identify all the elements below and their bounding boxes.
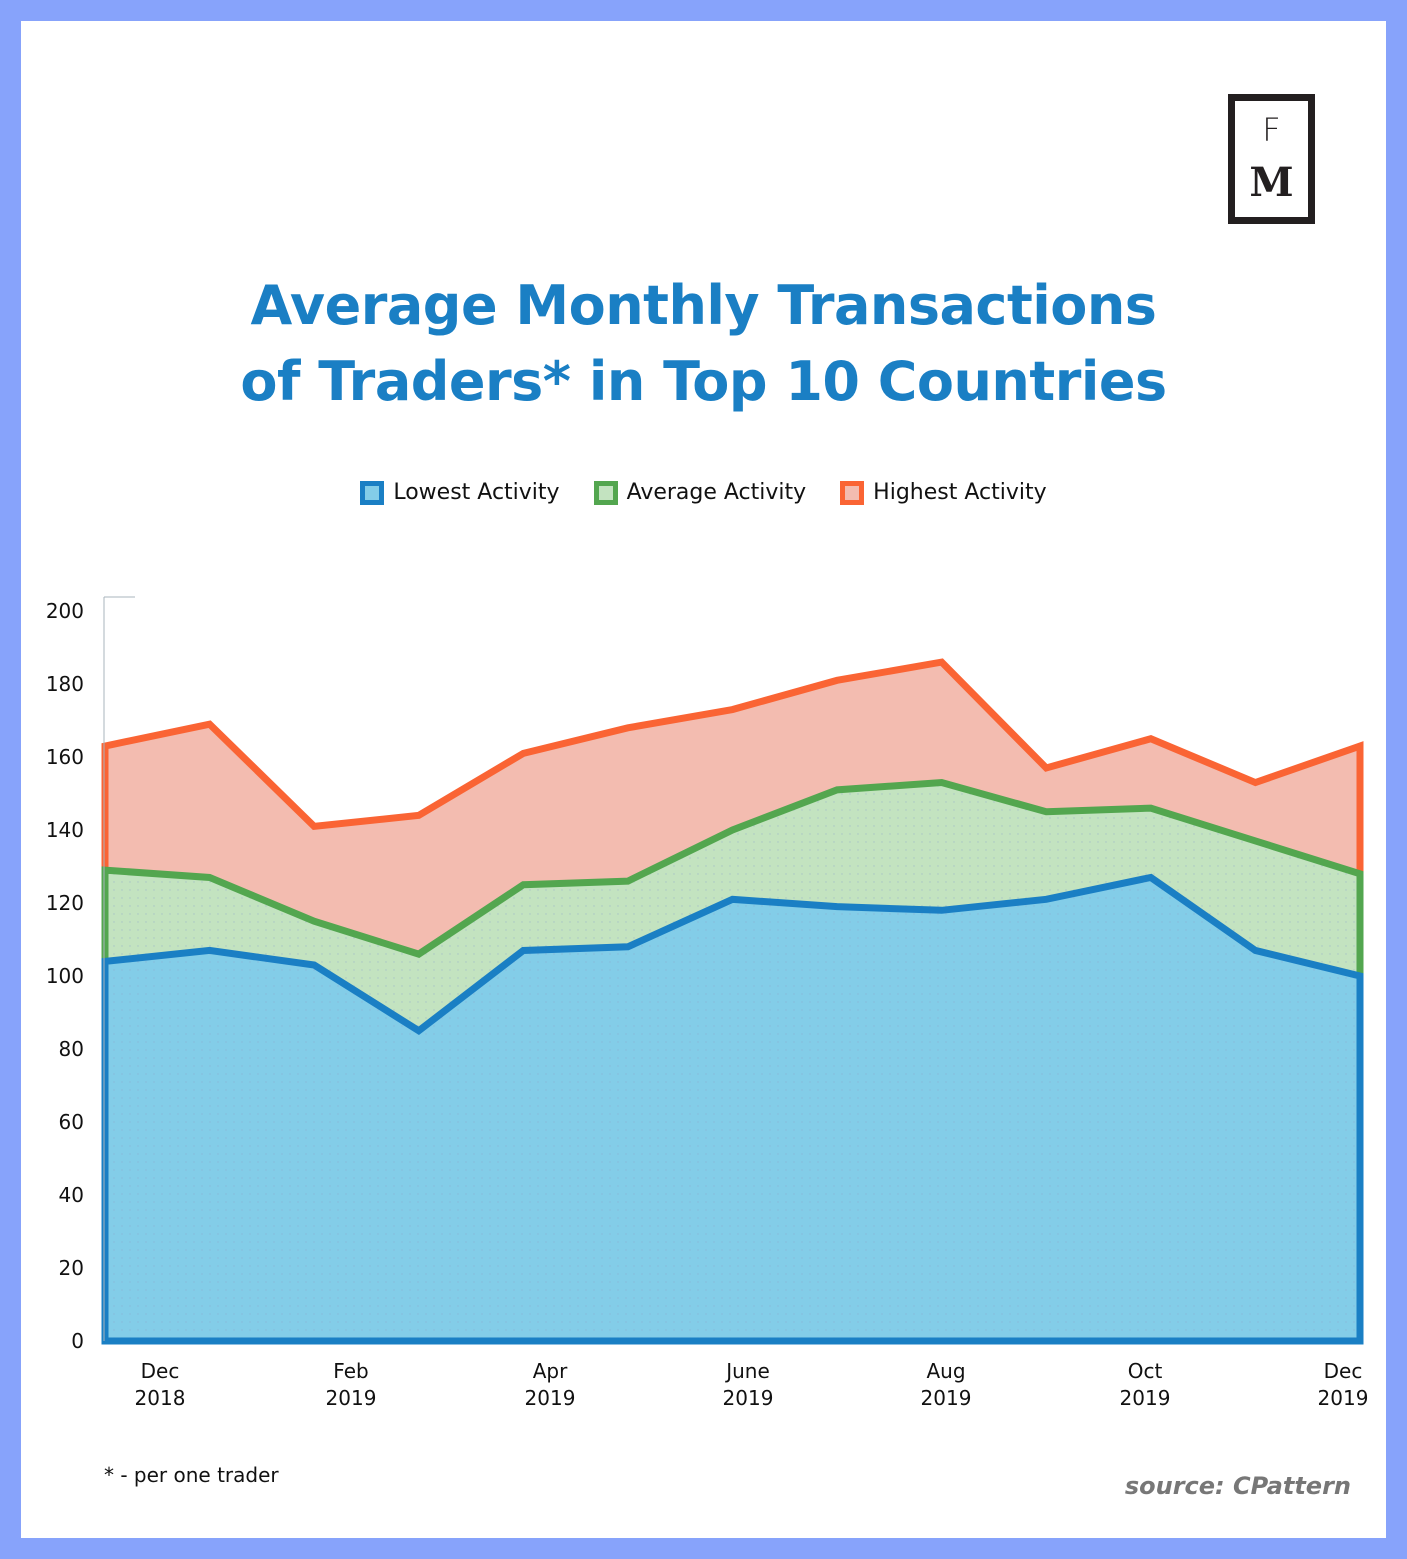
chart-title-line-2: of Traders* in Top 10 Countries (240, 350, 1167, 413)
source-credit: source: CPattern (1124, 1472, 1351, 1500)
x-tick-year-12: 2019 (1318, 1386, 1369, 1410)
x-tick-month-4: Apr (533, 1359, 568, 1383)
y-tick-80: 80 (59, 1037, 84, 1061)
logo-letter-f: F (1262, 111, 1281, 149)
x-axis-ticks: Dec 2018 Feb 2019 Apr 2019 June 2019 Aug 2019 Oct 2… (135, 1359, 1369, 1410)
legend-label-highest: Highest Activity (873, 480, 1047, 505)
legend-item-average: Average Activity (593, 480, 807, 505)
x-tick-year-10: 2019 (1120, 1386, 1171, 1410)
x-tick-year-6: 2019 (723, 1386, 774, 1410)
area-lowest-texture (105, 877, 1360, 1341)
y-tick-0: 0 (71, 1329, 84, 1353)
legend: Lowest Activity Average Activity Highest… (0, 480, 1407, 505)
y-tick-20: 20 (59, 1256, 84, 1280)
y-tick-160: 160 (46, 745, 84, 769)
x-tick-year-2: 2019 (326, 1386, 377, 1410)
x-tick-month-12: Dec (1324, 1359, 1363, 1383)
legend-item-lowest: Lowest Activity (360, 480, 560, 505)
legend-label-lowest: Lowest Activity (393, 480, 560, 505)
y-tick-100: 100 (46, 964, 84, 988)
legend-swatch-lowest (360, 480, 385, 505)
chart-title-line-1: Average Monthly Transactions (250, 274, 1157, 337)
logo-letter-m: M (1249, 159, 1294, 206)
fm-logo: F M (1228, 94, 1315, 224)
chart-title: Average Monthly Transactions of Traders*… (0, 268, 1407, 420)
y-tick-120: 120 (46, 891, 84, 915)
x-tick-month-0: Dec (141, 1359, 180, 1383)
y-axis-ticks: 0 20 40 60 80 100 120 140 160 180 200 (46, 599, 84, 1353)
footnote: * - per one trader (104, 1463, 279, 1487)
line-lowest (101, 873, 1364, 1345)
legend-item-highest: Highest Activity (840, 480, 1047, 505)
y-tick-140: 140 (46, 818, 84, 842)
x-tick-year-4: 2019 (525, 1386, 576, 1410)
legend-swatch-highest (840, 480, 865, 505)
legend-swatch-average (593, 480, 618, 505)
x-tick-month-6: June (724, 1359, 770, 1383)
y-tick-200: 200 (46, 599, 84, 623)
x-tick-month-10: Oct (1128, 1359, 1163, 1383)
x-tick-month-8: Aug (926, 1359, 965, 1383)
x-tick-year-0: 2018 (135, 1386, 186, 1410)
y-tick-40: 40 (59, 1183, 84, 1207)
chart-axes (103, 596, 135, 1341)
x-tick-month-2: Feb (333, 1359, 368, 1383)
chart-areas (101, 658, 1364, 1345)
x-tick-year-8: 2019 (921, 1386, 972, 1410)
legend-label-average: Average Activity (626, 480, 807, 505)
y-tick-180: 180 (46, 672, 84, 696)
y-tick-60: 60 (59, 1110, 84, 1134)
